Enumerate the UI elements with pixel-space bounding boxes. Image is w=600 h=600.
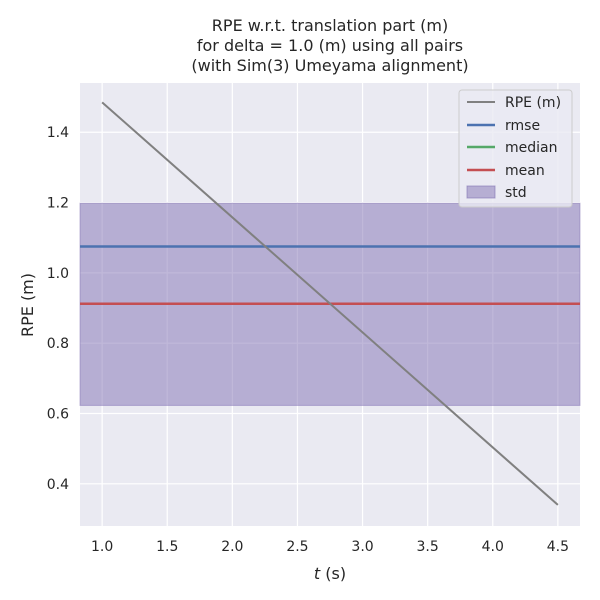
y-tick-labels: 0.4 0.6 0.8 1.0 1.2 1.4 [47, 125, 69, 493]
y-tick-label: 1.2 [47, 196, 69, 212]
legend-box [458, 89, 573, 208]
chart-title: RPE w.r.t. translation part (m) for delt… [191, 16, 468, 75]
x-tick-label: 2.0 [221, 539, 243, 555]
y-tick-label: 0.4 [47, 477, 69, 493]
y-axis-label: RPE (m) [18, 273, 37, 337]
x-tick-label: 1.0 [91, 539, 113, 555]
legend-label-mean: mean [505, 163, 545, 179]
title-line-2: for delta = 1.0 (m) using all pairs [197, 36, 463, 55]
legend-label-rmse: rmse [505, 118, 540, 134]
legend-label-std: std [505, 185, 527, 201]
legend-label-rpe: RPE (m) [505, 95, 561, 111]
x-tick-label: 3.5 [417, 539, 439, 555]
x-tick-label: 4.0 [482, 539, 504, 555]
x-tick-label: 2.5 [286, 539, 308, 555]
x-tick-labels: 1.0 1.5 2.0 2.5 3.0 3.5 4.0 4.5 [91, 539, 569, 555]
x-tick-label: 4.5 [547, 539, 569, 555]
rpe-series-line [101, 101, 559, 506]
x-tick-label: 3.0 [351, 539, 373, 555]
legend: RPE (m) rmse median mean std [458, 89, 573, 208]
y-tick-label: 1.0 [47, 266, 69, 282]
y-tick-label: 1.4 [47, 125, 69, 141]
y-tick-label: 0.8 [47, 336, 69, 352]
y-tick-label: 0.6 [47, 406, 69, 422]
legend-swatch-std [466, 185, 496, 199]
x-axis-label-unit: (s) [320, 564, 346, 583]
legend-label-median: median [505, 140, 557, 156]
x-tick-label: 1.5 [156, 539, 178, 555]
title-line-3: (with Sim(3) Umeyama alignment) [191, 56, 468, 75]
x-axis-label-variable: t [314, 564, 321, 583]
x-axis-label: t (s) [314, 564, 346, 583]
title-line-1: RPE w.r.t. translation part (m) [212, 16, 448, 35]
